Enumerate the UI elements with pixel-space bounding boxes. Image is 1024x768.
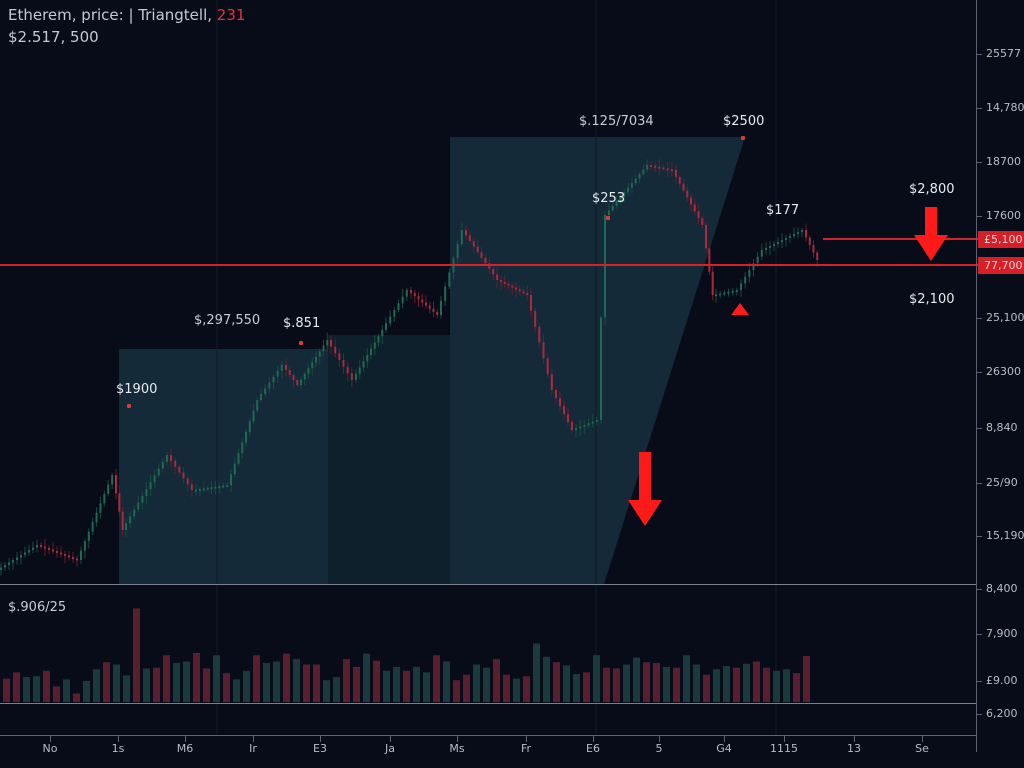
x-tick bbox=[185, 736, 186, 742]
x-tick bbox=[724, 736, 725, 742]
y-tick bbox=[976, 162, 982, 163]
volume-bottom-separator bbox=[0, 703, 976, 704]
y-tick bbox=[976, 714, 982, 715]
price-annotation: $.851 bbox=[283, 316, 321, 331]
x-axis[interactable] bbox=[0, 735, 976, 736]
y-tick-label: 8,400 bbox=[986, 582, 1018, 595]
price-annotation: $2,800 bbox=[909, 182, 955, 197]
price-annotation: $177 bbox=[766, 203, 800, 218]
title-accent: 231 bbox=[216, 6, 246, 24]
price-annotation: $2500 bbox=[723, 114, 765, 129]
x-tick-label: No bbox=[42, 742, 58, 755]
y-tick bbox=[976, 634, 982, 635]
y-tick bbox=[976, 216, 982, 217]
down-arrow-icon bbox=[628, 452, 662, 527]
annotation-marker bbox=[299, 341, 303, 345]
x-tick bbox=[784, 736, 785, 742]
x-tick-label: Fr bbox=[520, 742, 532, 755]
current-price: $2.517, 500 bbox=[8, 28, 99, 46]
triangle-zone bbox=[450, 137, 745, 584]
price-volume-separator bbox=[0, 584, 976, 585]
y-tick bbox=[976, 428, 982, 429]
volume-label: $.906/25 bbox=[8, 600, 67, 615]
x-tick-label: G4 bbox=[716, 742, 732, 755]
zone-1 bbox=[119, 349, 328, 584]
y-tick-label: 25/90 bbox=[986, 476, 1018, 489]
y-tick-label: £9.00 bbox=[986, 674, 1018, 687]
price-annotation: $253 bbox=[592, 191, 626, 206]
y-tick bbox=[976, 318, 982, 319]
y-tick bbox=[976, 108, 982, 109]
volume-bars bbox=[3, 608, 810, 702]
support-line[interactable] bbox=[0, 264, 978, 266]
y-tick bbox=[976, 372, 982, 373]
x-tick-label: 5 bbox=[655, 742, 663, 755]
title-text: Etherem, price: | Triangtell, bbox=[8, 6, 217, 24]
x-tick-label: E3 bbox=[313, 742, 327, 755]
x-tick-label: Se bbox=[915, 742, 929, 755]
y-tick-label: 8,840 bbox=[986, 421, 1018, 434]
y-tick bbox=[976, 483, 982, 484]
x-tick-label: 1115 bbox=[770, 742, 798, 755]
price-badge-resistance: £5,100 bbox=[978, 231, 1024, 248]
x-tick bbox=[390, 736, 391, 742]
down-arrow-icon bbox=[914, 207, 948, 262]
x-tick-label: 13 bbox=[847, 742, 861, 755]
y-tick-label: 18700 bbox=[986, 155, 1021, 168]
y-tick-label: 7,900 bbox=[986, 627, 1018, 640]
y-tick-label: 6,200 bbox=[986, 707, 1018, 720]
y-tick-label: 25577 bbox=[986, 47, 1021, 60]
price-annotation: $,297,550 bbox=[194, 313, 261, 328]
y-tick-label: 25,100 bbox=[986, 311, 1024, 324]
up-triangle-icon bbox=[731, 303, 749, 315]
y-tick bbox=[976, 54, 982, 55]
y-tick bbox=[976, 589, 982, 590]
x-tick bbox=[118, 736, 119, 742]
price-badge-support: 77,700 bbox=[978, 257, 1024, 274]
y-tick-label: 17600 bbox=[986, 209, 1021, 222]
price-annotation: $.125/7034 bbox=[579, 114, 654, 129]
zone-2 bbox=[328, 335, 450, 584]
x-tick bbox=[526, 736, 527, 742]
chart-title: Etherem, price: | Triangtell, 231 bbox=[8, 6, 245, 24]
x-tick-label: Ms bbox=[449, 742, 465, 755]
y-axis[interactable] bbox=[976, 0, 977, 752]
x-tick bbox=[457, 736, 458, 742]
x-tick bbox=[854, 736, 855, 742]
annotation-marker bbox=[741, 136, 745, 140]
x-tick-label: E6 bbox=[586, 742, 600, 755]
x-tick bbox=[922, 736, 923, 742]
x-tick-label: Ja bbox=[385, 742, 395, 755]
candlestick-series bbox=[0, 158, 819, 576]
y-tick-label: 14,780 bbox=[986, 101, 1024, 114]
x-tick bbox=[50, 736, 51, 742]
x-tick bbox=[320, 736, 321, 742]
resistance-line[interactable] bbox=[823, 238, 978, 240]
x-tick bbox=[253, 736, 254, 742]
x-tick-label: 1s bbox=[111, 742, 125, 755]
y-tick bbox=[976, 536, 982, 537]
price-annotation: $2,100 bbox=[909, 292, 955, 307]
x-tick bbox=[593, 736, 594, 742]
x-tick bbox=[659, 736, 660, 742]
annotation-marker bbox=[606, 216, 610, 220]
y-tick-label: 26300 bbox=[986, 365, 1021, 378]
y-tick bbox=[976, 681, 982, 682]
x-tick-label: Ir bbox=[249, 742, 257, 755]
y-tick-label: 15,190 bbox=[986, 529, 1024, 542]
price-annotation: $1900 bbox=[116, 382, 158, 397]
annotation-marker bbox=[127, 404, 131, 408]
x-tick-label: M6 bbox=[176, 742, 194, 755]
